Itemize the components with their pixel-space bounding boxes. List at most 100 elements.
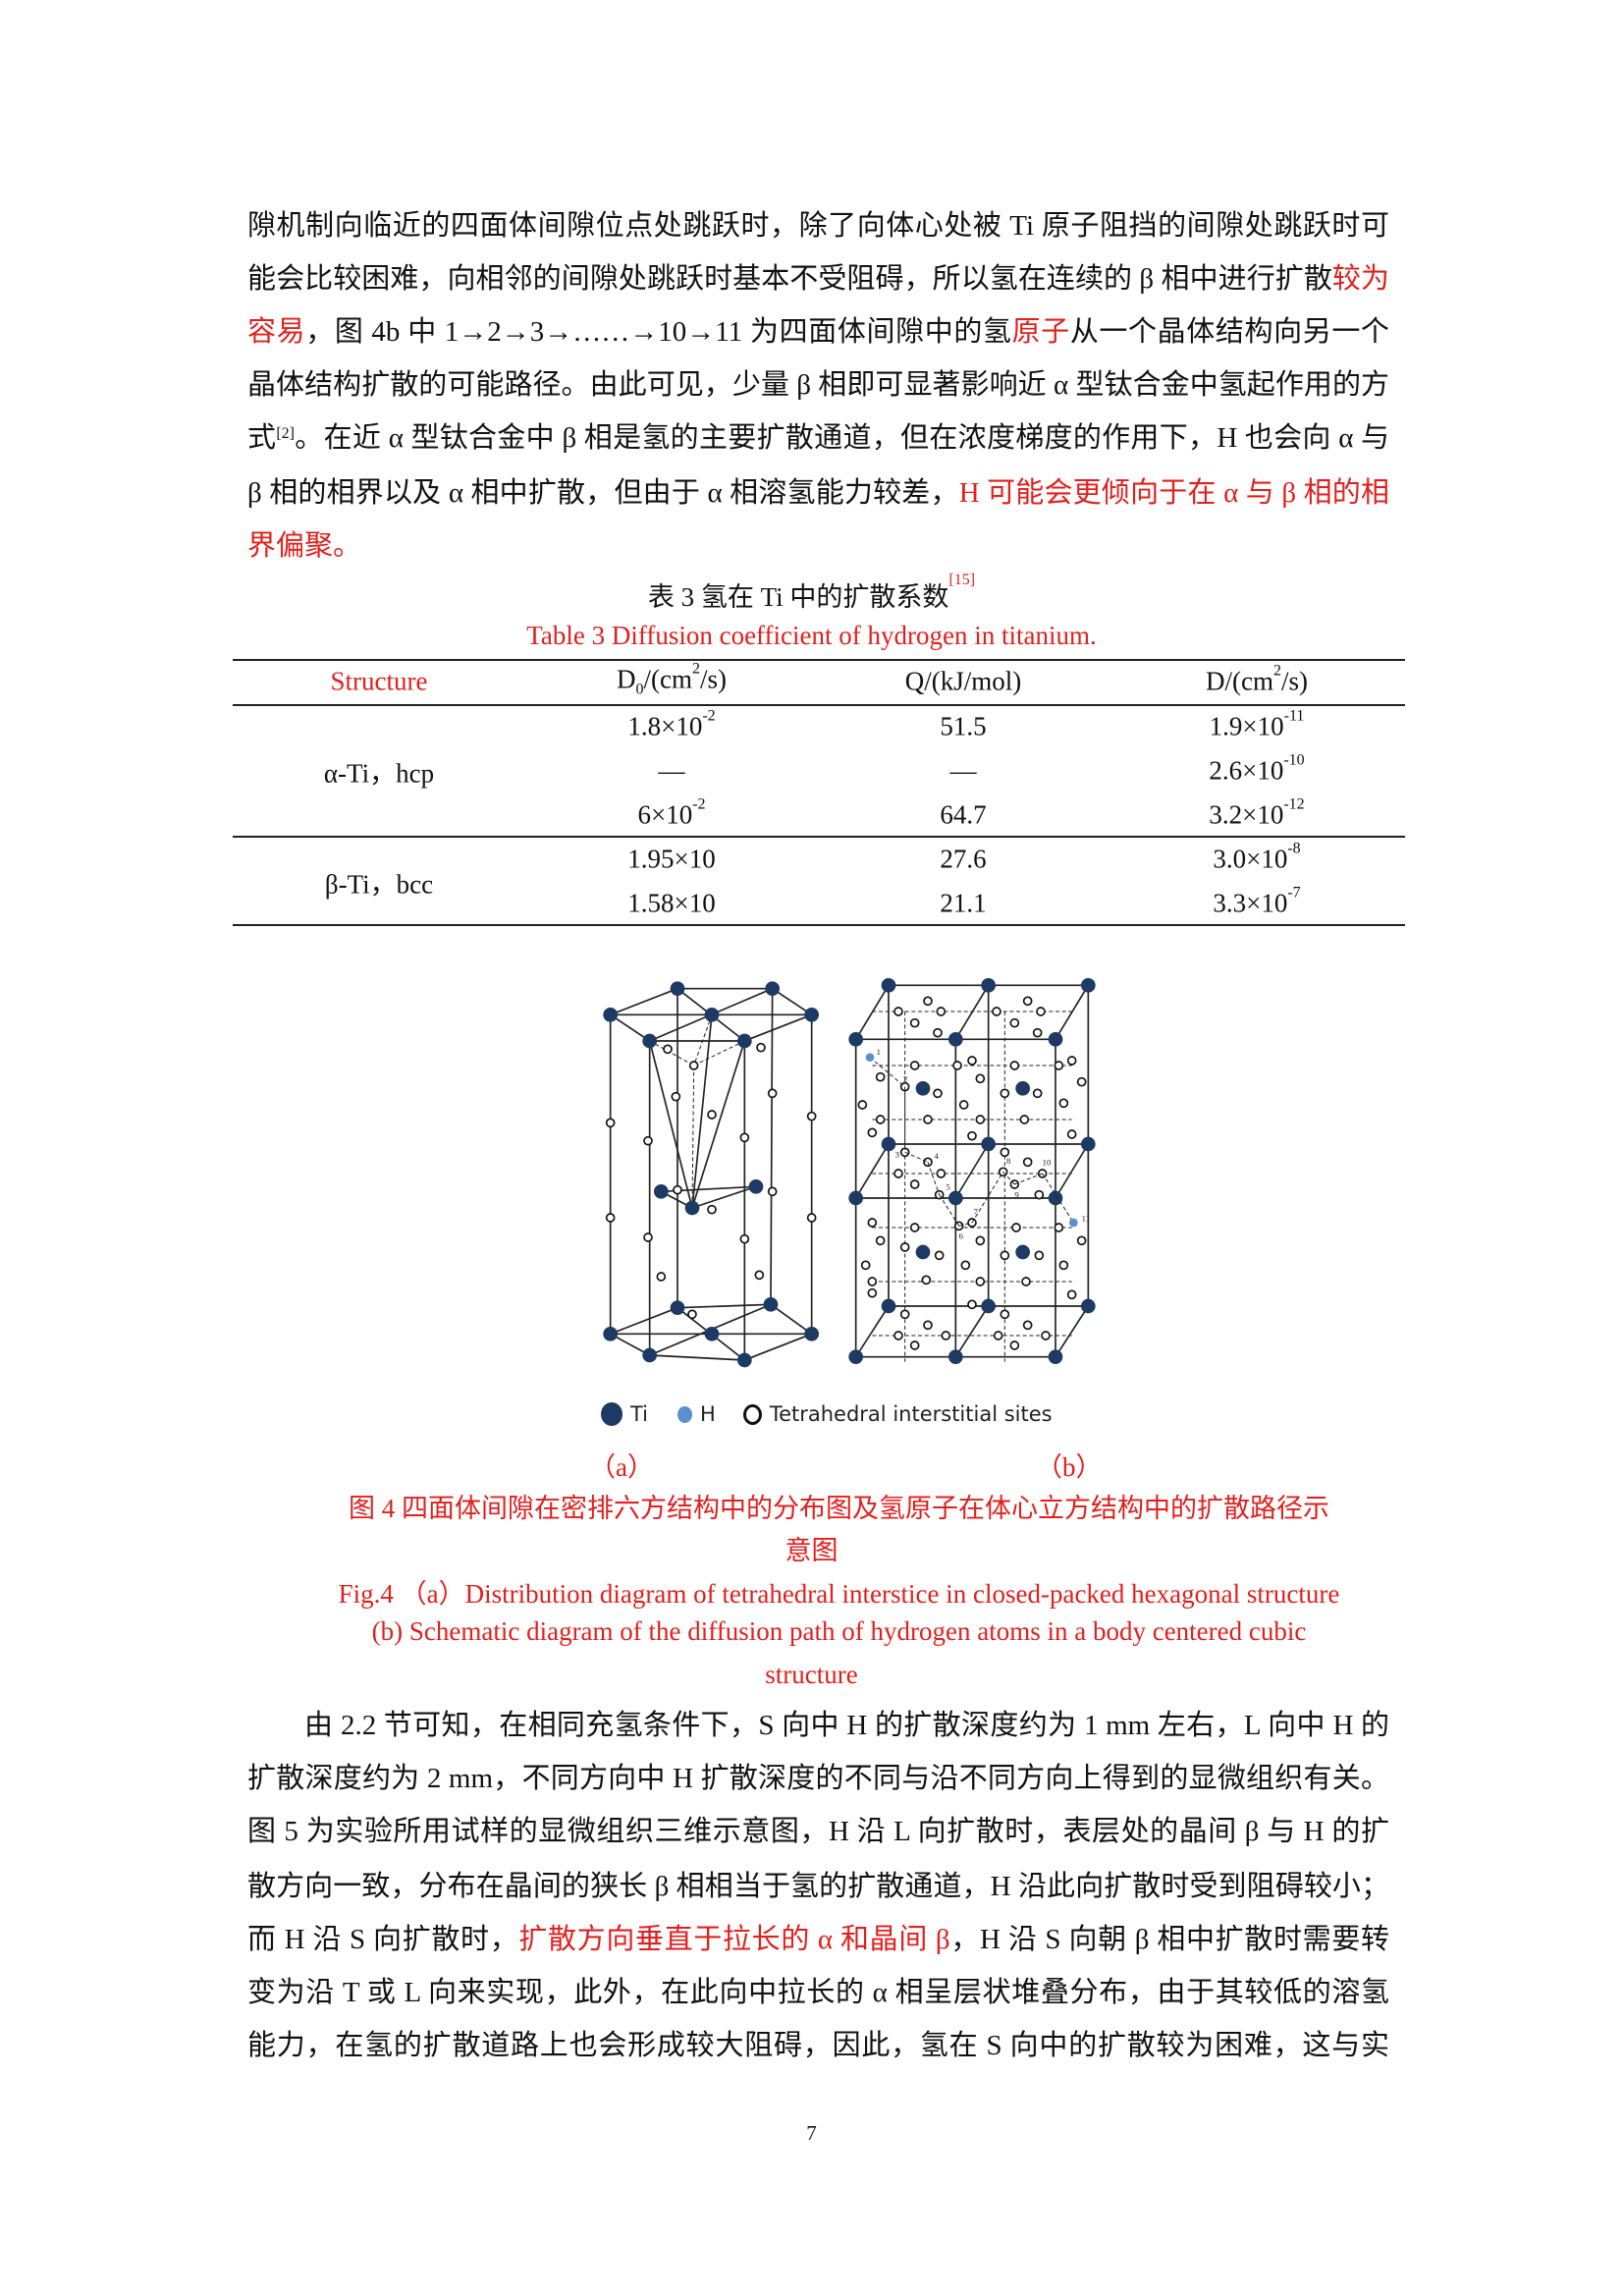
- interstitial-site: [860, 1260, 871, 1271]
- interstitial-site: [739, 1233, 750, 1244]
- path-step-label: 5: [946, 1182, 949, 1192]
- text-line: 晶体结构扩散的可能路径。由此可见，少量 β 相即可显著影响近 α 型钛合金中氢起…: [247, 365, 1389, 405]
- interstitial-site: [739, 1132, 750, 1143]
- highlighted-text: 界偏聚。: [247, 530, 362, 562]
- diffusion-path-arrow: [869, 1057, 905, 1088]
- header-q: Q/(kJ/mol): [904, 666, 1022, 696]
- text-segment: β 相的相界以及 α 相中扩散，但由于 α 相溶氢能力较差，: [247, 477, 959, 509]
- interstitial-site: [1058, 1260, 1069, 1271]
- interstitial-site: [671, 1091, 681, 1102]
- bond-line: [772, 987, 813, 1016]
- interstitial-site: [893, 1331, 903, 1340]
- ti-atom: [881, 978, 896, 993]
- path-step-label: 4: [935, 1151, 940, 1161]
- ti-atom: [848, 1190, 863, 1206]
- text-line: 容易，图 4b 中 1→2→3→……→10→11 为四面体间隙中的氢原子从一个晶…: [247, 312, 1389, 352]
- bond-line: [770, 1303, 813, 1336]
- bond-line: [854, 1305, 890, 1358]
- h-atom: [865, 1053, 875, 1062]
- path-step-label: 3: [895, 1149, 899, 1159]
- interstitial-site: [975, 1277, 986, 1286]
- interstitial-site: [909, 1340, 920, 1350]
- d-cell: 1.9×10-11: [1209, 707, 1305, 741]
- bond-line: [954, 1305, 990, 1358]
- ti-atom: [704, 1327, 720, 1341]
- text-segment: 图 5 为实验所用试样的显微组织三维示意图，H 沿 L 向扩散时，表层处的晶间 …: [247, 1816, 1389, 1847]
- diffusion-path-arrow: [1014, 1173, 1043, 1185]
- interstitial-site: [767, 1186, 778, 1197]
- interstitial-site: [875, 1071, 886, 1082]
- highlighted-text: 容易: [247, 316, 306, 348]
- interstitial-site: [1009, 1340, 1020, 1350]
- text-line: 而 H 沿 S 向扩散时，扩散方向垂直于拉长的 α 和晶间 β，H 沿 S 向朝…: [247, 1920, 1389, 1959]
- bond-line: [744, 1333, 812, 1361]
- bond-line: [649, 1040, 694, 1066]
- table-bottom-rule: [233, 924, 1405, 926]
- interstitial-site: [643, 1232, 653, 1242]
- interstitial-site: [857, 1100, 868, 1110]
- ti-atom: [981, 1136, 996, 1152]
- bond-line: [610, 1333, 651, 1356]
- q-cell: 21.1: [940, 888, 987, 918]
- text-segment: 式: [247, 422, 277, 454]
- ti-atom: [1048, 1032, 1063, 1047]
- q-cell: —: [949, 755, 977, 786]
- interstitial-site: [707, 1110, 717, 1120]
- path-step-label: 7: [974, 1207, 979, 1217]
- bond-line: [693, 1014, 713, 1066]
- interstitial-site: [1034, 1189, 1045, 1200]
- highlighted-text: 较为: [1331, 263, 1389, 295]
- diffusion-path-arrow: [1042, 1173, 1074, 1224]
- interstitial-site: [663, 1044, 673, 1055]
- interstitial-site: [1066, 1056, 1077, 1066]
- bond-line: [744, 1013, 812, 1042]
- ti-atom: [948, 1032, 963, 1047]
- ti-atom: [670, 981, 685, 996]
- text-line: 能力，在氢的扩散道路上也会形成较大阻碍，因此，氢在 S 向中的扩散较为困难，这与…: [247, 2026, 1389, 2065]
- d0-cell: 1.95×10: [627, 844, 716, 874]
- interstitial-site: [1022, 996, 1033, 1007]
- d-cell: 3.2×10-12: [1209, 795, 1305, 830]
- legend-ti: Ti: [630, 1402, 649, 1426]
- panel-b-label: （b）: [1036, 1452, 1103, 1482]
- interstitial-site: [673, 1184, 682, 1195]
- ti-atom: [848, 1349, 863, 1364]
- interstitial-site: [867, 1287, 878, 1298]
- page-number: 7: [806, 2121, 817, 2145]
- interstitial-site: [953, 1221, 964, 1231]
- text-segment: 扩散深度约为 2 mm，不同方向中 H 扩散深度的不同与沿不同方向上得到的显微组…: [247, 1763, 1389, 1794]
- d0-cell: —: [658, 755, 685, 786]
- interstitial-site: [975, 1073, 986, 1084]
- interstitial-site: [899, 1309, 910, 1320]
- highlighted-text: 原子: [1011, 316, 1070, 348]
- ti-atom: [804, 1327, 819, 1341]
- bond-line: [854, 984, 890, 1040]
- ti-atom: [981, 978, 996, 993]
- text-segment: 能力，在氢的扩散道路上也会形成较大阻碍，因此，氢在 S 向中的扩散较为困难，这与…: [247, 2030, 1389, 2061]
- bond-line: [954, 984, 990, 1040]
- interstitial-site: [1022, 1320, 1033, 1331]
- ti-atom: [642, 1347, 657, 1363]
- header-structure: Structure: [330, 666, 428, 696]
- interstitial-site: [1019, 1115, 1030, 1124]
- path-step-label: 11: [1082, 1213, 1090, 1223]
- interstitial-site: [909, 1017, 920, 1028]
- d0-cell: 6×10-2: [637, 795, 706, 830]
- d0-cell: 1.58×10: [627, 888, 716, 918]
- path-step-label: 1: [877, 1047, 881, 1057]
- text-line: 界偏聚。: [247, 526, 1389, 566]
- figure-legend: Ti H Tetrahedral interstitial sites: [601, 1402, 1053, 1426]
- text-line: 式[2]。在近 α 型钛合金中 β 相是氢的主要扩散通道，但在浓度梯度的作用下，…: [247, 418, 1389, 458]
- bond-line: [1055, 984, 1090, 1040]
- q-cell: 27.6: [940, 844, 987, 874]
- figure-caption-cn-2: 意图: [784, 1536, 839, 1565]
- interstitial-site: [1076, 1235, 1087, 1246]
- interstitial-site: [867, 1218, 878, 1228]
- header-d: D/(cm2/s): [1206, 662, 1308, 696]
- path-step-label: 6: [959, 1231, 964, 1241]
- interstitial-site: [1076, 1076, 1087, 1087]
- diffusion-path-arrow: [1002, 1171, 1015, 1185]
- ti-atom: [1015, 1081, 1030, 1096]
- text-line: 散方向一致，分布在晶间的狭长 β 相相当于氢的扩散通道，H 沿此向扩散时受到阻碍…: [247, 1867, 1389, 1906]
- interstitial-site: [875, 1115, 886, 1124]
